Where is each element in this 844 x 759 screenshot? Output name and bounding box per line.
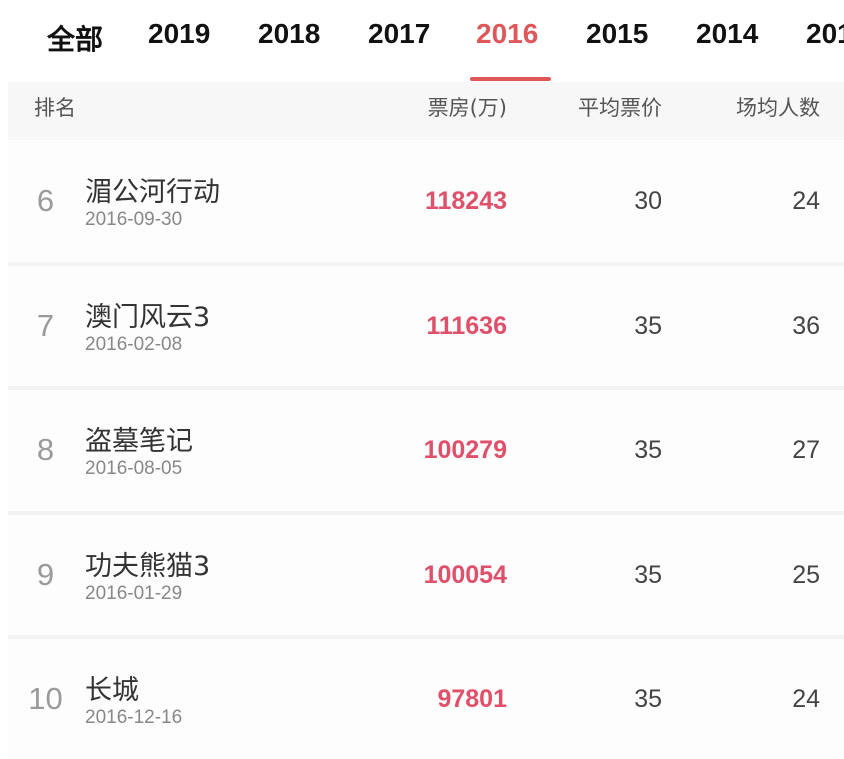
tab-all[interactable]: 全部 (47, 24, 104, 55)
box-office-value: 118243 (424, 187, 507, 215)
tab-2014[interactable]: 2014 (696, 18, 759, 49)
tab-2017[interactable]: 2017 (368, 18, 431, 49)
release-date: 2016-12-16 (85, 707, 183, 728)
release-date: 2016-08-05 (85, 458, 183, 479)
year-tabs: 全部 2019 2018 2017 2016 2015 2014 2013 (0, 0, 844, 82)
tab-2016[interactable]: 2016 (476, 18, 539, 49)
tab-2019[interactable]: 2019 (148, 18, 211, 49)
release-date: 2016-02-08 (85, 333, 183, 355)
avg-price-value: 35 (634, 560, 662, 589)
rank-number: 6 (36, 183, 55, 218)
movie-title: 长城 (85, 675, 139, 706)
table-row[interactable]: 7 澳门风云3 2016-02-08 111636 35 36 (8, 265, 844, 386)
avg-attendance-value: 24 (792, 685, 820, 713)
header-box-office: 票房(万) (427, 96, 507, 120)
row-separator (8, 261, 844, 266)
row-separator (8, 635, 844, 639)
table-row[interactable]: 10 长城 2016-12-16 97801 35 24 (8, 639, 844, 759)
avg-attendance-value: 24 (792, 187, 820, 215)
row-separator (8, 510, 844, 515)
table-header: 排名 票房(万) 平均票价 场均人数 (8, 82, 844, 140)
avg-price-value: 35 (634, 311, 662, 340)
avg-attendance-value: 36 (792, 311, 820, 340)
rank-number: 10 (28, 681, 63, 716)
header-avg-price: 平均票价 (578, 96, 662, 120)
avg-price-value: 35 (634, 685, 662, 713)
movie-title: 盗墓笔记 (85, 426, 193, 457)
release-date: 2016-01-29 (85, 582, 183, 604)
box-office-value: 100054 (423, 560, 507, 589)
rank-number: 7 (36, 307, 55, 343)
tab-2013[interactable]: 2013 (806, 18, 844, 49)
avg-attendance-value: 27 (792, 436, 820, 464)
tab-2018[interactable]: 2018 (258, 18, 321, 49)
rank-number: 8 (36, 432, 55, 467)
tab-2015[interactable]: 2015 (586, 18, 649, 49)
table-row[interactable]: 8 盗墓笔记 2016-08-05 100279 35 27 (8, 390, 844, 510)
box-office-value: 100279 (423, 436, 507, 464)
avg-price-value: 35 (634, 436, 662, 464)
avg-price-value: 30 (634, 187, 662, 215)
header-avg-attendance: 场均人数 (736, 96, 820, 120)
active-tab-indicator (470, 77, 551, 81)
movie-title: 澳门风云3 (85, 301, 211, 333)
header-rank: 排名 (34, 96, 76, 120)
release-date: 2016-09-30 (85, 209, 183, 230)
rank-number: 9 (36, 556, 55, 592)
movie-title: 湄公河行动 (85, 177, 220, 208)
row-separator (8, 386, 844, 390)
table-row[interactable]: 6 湄公河行动 2016-09-30 118243 30 24 (8, 141, 844, 261)
avg-attendance-value: 25 (792, 560, 820, 589)
table-row[interactable]: 9 功夫熊猫3 2016-01-29 100054 35 25 (8, 514, 844, 635)
box-office-value: 97801 (437, 685, 507, 713)
box-office-value: 111636 (426, 311, 507, 340)
movie-title: 功夫熊猫3 (85, 550, 211, 582)
